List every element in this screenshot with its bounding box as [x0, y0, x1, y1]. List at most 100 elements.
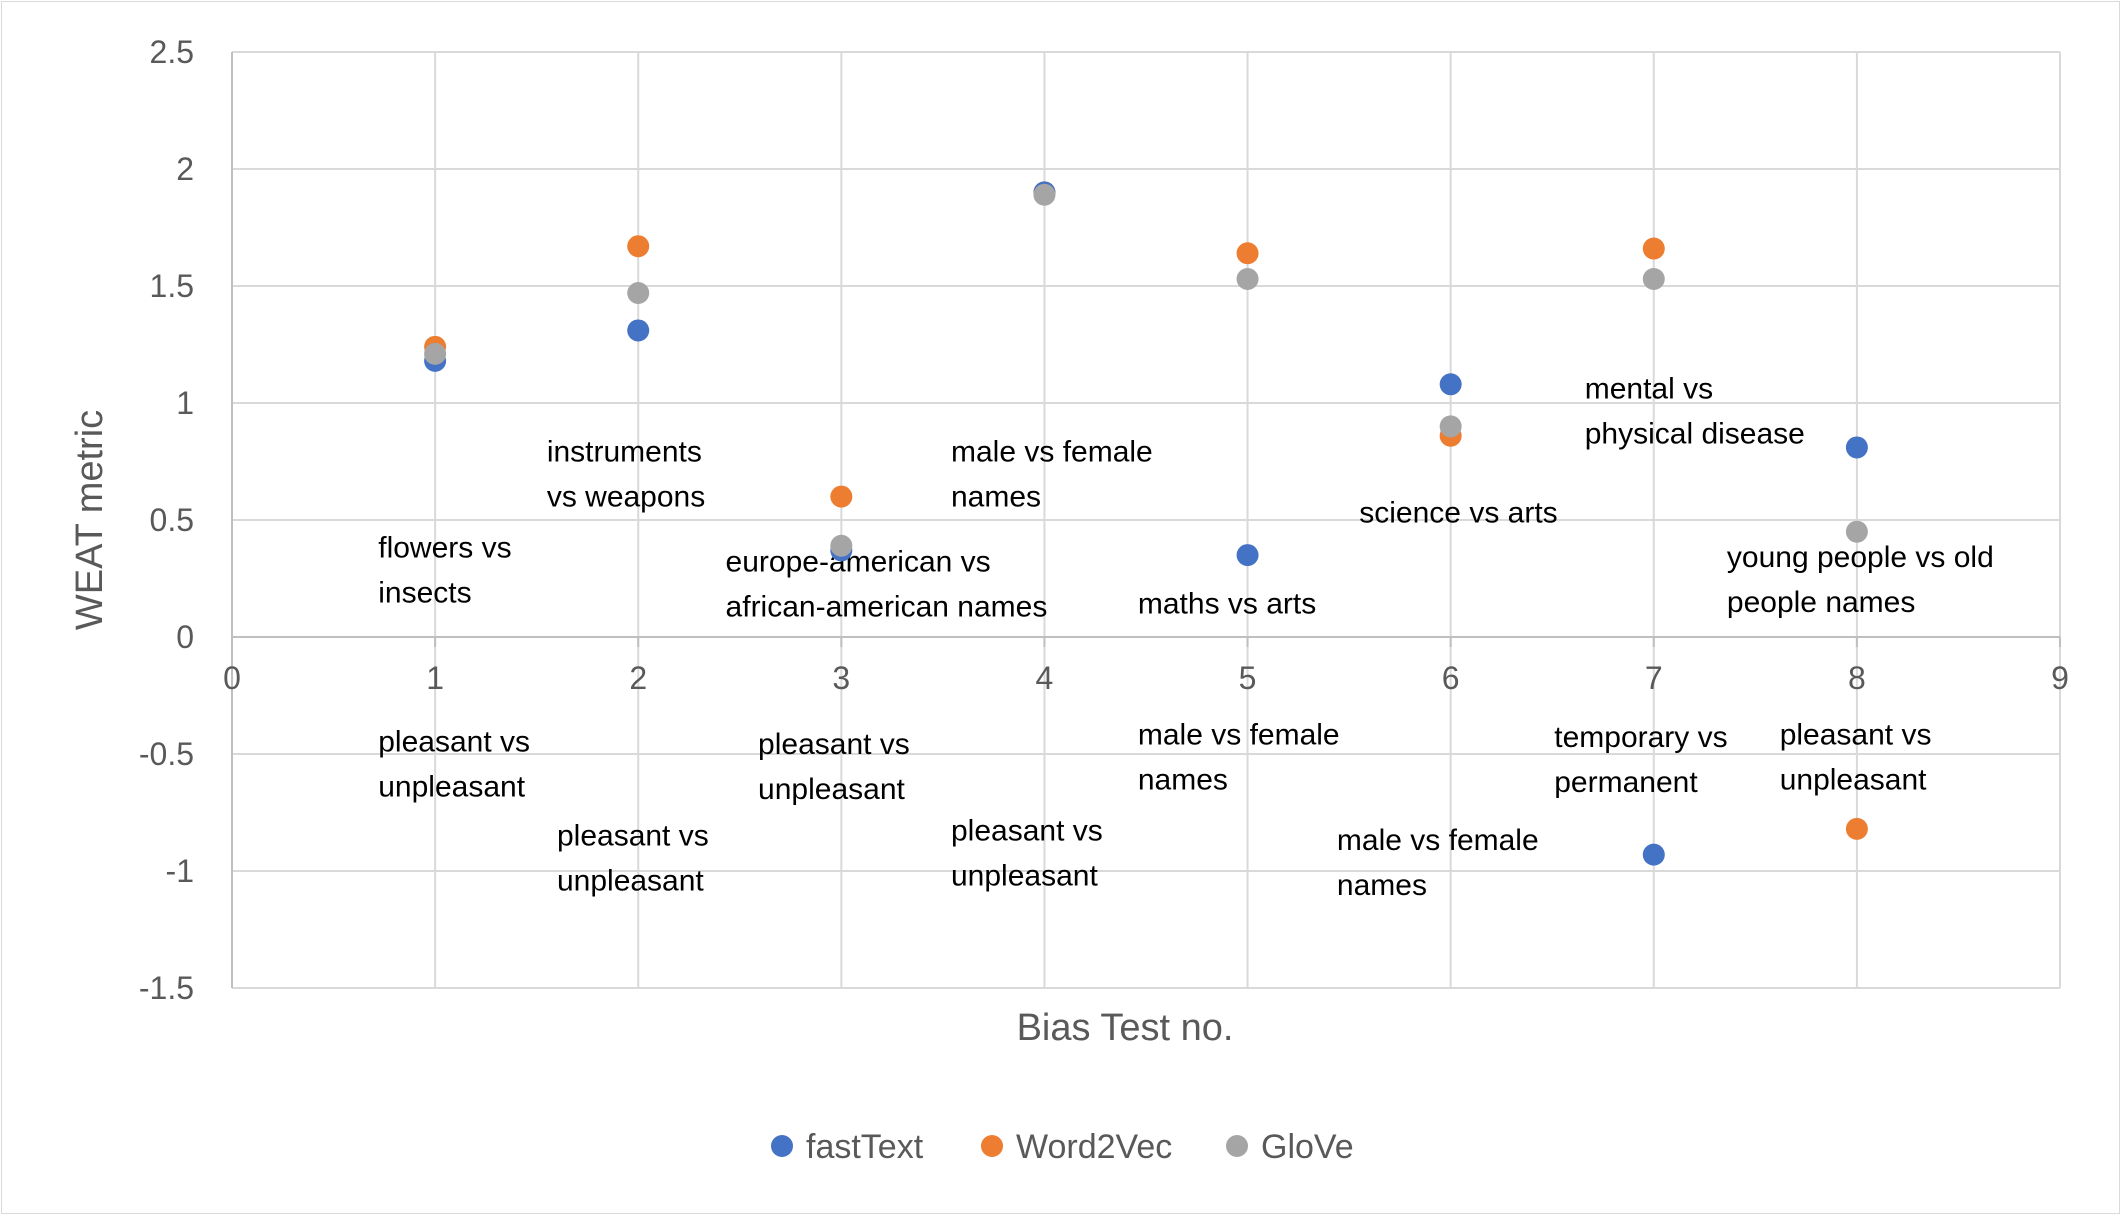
y-tick-label: -0.5 [139, 736, 194, 772]
legend-marker [771, 1135, 793, 1157]
x-tick-label: 7 [1645, 660, 1663, 696]
annotation-line: male vs female [1138, 719, 1340, 752]
point-fasttext[interactable] [1642, 843, 1665, 866]
annotation-line: flowers vs [378, 531, 511, 564]
annotation-label: instruments vs weapons [547, 436, 705, 514]
point-glove[interactable] [424, 342, 447, 365]
annotation-line: african-american names [726, 590, 1048, 623]
legend-label: fastText [806, 1128, 924, 1166]
legend-item-word2vec[interactable]: Word2Vec [981, 1128, 1172, 1166]
annotation-line: insects [378, 576, 471, 609]
point-word2vec[interactable] [1845, 817, 1868, 840]
legend-item-fasttext[interactable]: fastText [771, 1128, 924, 1166]
point-glove[interactable] [1845, 520, 1868, 543]
annotation-label: young people vs old people names [1727, 541, 1994, 619]
annotation-label: maths vs arts [1138, 588, 1316, 621]
annotation-label: mental vs physical disease [1585, 372, 1805, 450]
y-tick-label: 0 [176, 619, 194, 655]
point-glove[interactable] [1033, 183, 1056, 206]
annotation-line: names [1138, 764, 1228, 797]
annotation-line: pleasant vs [951, 815, 1103, 848]
x-tick-label: 2 [629, 660, 647, 696]
legend[interactable]: fastText Word2Vec GloVe [771, 1128, 1354, 1166]
annotation-label: pleasant vs unpleasant [557, 819, 709, 897]
annotation-label: science vs arts [1359, 496, 1557, 529]
annotation-label: male vs female names [1337, 824, 1539, 902]
annotation-line: pleasant vs [758, 728, 910, 761]
x-tick-label: 8 [1848, 660, 1866, 696]
annotation-line: names [1337, 869, 1427, 902]
y-tick-label: 1.5 [150, 268, 194, 304]
annotation-line: instruments [547, 436, 702, 469]
annotation-label: temporary vs permanent [1554, 721, 1727, 799]
annotation-line: male vs female [951, 436, 1153, 469]
annotation-line: temporary vs [1554, 721, 1727, 754]
point-word2vec[interactable] [627, 235, 650, 258]
annotation-label: male vs female names [951, 436, 1153, 514]
annotation-label: male vs female names [1138, 719, 1340, 797]
y-axis-title: WEAT metric [69, 410, 111, 630]
x-tick-labels: 0 1 2 3 4 5 6 7 8 9 [223, 660, 2069, 696]
x-tick-label: 4 [1036, 660, 1054, 696]
y-tick-label: 1 [176, 385, 194, 421]
point-glove[interactable] [1236, 267, 1259, 290]
point-glove[interactable] [1642, 267, 1665, 290]
annotation-line: science vs arts [1359, 496, 1557, 529]
annotation-line: permanent [1554, 766, 1698, 799]
legend-item-glove[interactable]: GloVe [1226, 1128, 1354, 1166]
point-word2vec[interactable] [830, 485, 853, 508]
annotation-line: europe-american vs [726, 545, 991, 578]
annotation-label: europe-american vs african-american names [726, 545, 1048, 623]
y-tick-label: -1 [166, 853, 194, 889]
x-tick-label: 5 [1239, 660, 1257, 696]
point-glove[interactable] [1439, 415, 1462, 438]
annotation-label: flowers vs insects [378, 531, 511, 609]
legend-marker [981, 1135, 1003, 1157]
annotation-line: names [951, 481, 1041, 514]
annotation-line: pleasant vs [557, 819, 709, 852]
legend-label: GloVe [1261, 1128, 1354, 1166]
point-fasttext[interactable] [627, 319, 650, 342]
annotation-line: pleasant vs [1780, 719, 1932, 752]
annotation-line: vs weapons [547, 481, 705, 514]
annotation-line: mental vs [1585, 372, 1713, 405]
x-tick-label: 1 [426, 660, 444, 696]
annotation-label: pleasant vs unpleasant [758, 728, 910, 806]
y-tick-label: 2 [176, 151, 194, 187]
data-points [424, 181, 1868, 866]
annotation-line: young people vs old [1727, 541, 1994, 574]
point-fasttext[interactable] [1845, 436, 1868, 459]
annotation-line: male vs female [1337, 824, 1539, 857]
point-fasttext[interactable] [1439, 373, 1462, 396]
annotation-label: pleasant vs unpleasant [1780, 719, 1932, 797]
x-tick-label: 9 [2051, 660, 2069, 696]
annotation-line: people names [1727, 586, 1915, 619]
annotation-label: pleasant vs unpleasant [378, 726, 530, 804]
axes [231, 52, 2061, 988]
gridlines [232, 51, 2061, 989]
point-word2vec[interactable] [1642, 237, 1665, 260]
y-tick-label: -1.5 [139, 970, 194, 1006]
y-tick-label: 2.5 [150, 34, 194, 70]
point-glove[interactable] [830, 534, 853, 557]
annotation-line: unpleasant [378, 771, 525, 804]
annotation-line: unpleasant [557, 864, 704, 897]
annotation-line: maths vs arts [1138, 588, 1316, 621]
x-tick-label: 3 [832, 660, 850, 696]
annotation-line: unpleasant [951, 860, 1098, 893]
point-glove[interactable] [627, 282, 650, 305]
annotations: flowers vs insects pleasant vs unpleasant in… [378, 372, 1994, 902]
x-tick-label: 0 [223, 660, 241, 696]
x-tick-label: 6 [1442, 660, 1460, 696]
point-word2vec[interactable] [1236, 242, 1259, 265]
x-axis-title: Bias Test no. [1017, 1007, 1234, 1049]
legend-label: Word2Vec [1016, 1128, 1172, 1166]
point-fasttext[interactable] [1236, 544, 1259, 567]
annotation-line: pleasant vs [378, 726, 530, 759]
annotation-line: physical disease [1585, 417, 1805, 450]
annotation-line: unpleasant [1780, 764, 1927, 797]
legend-marker [1226, 1135, 1248, 1157]
annotation-label: pleasant vs unpleasant [951, 815, 1103, 893]
